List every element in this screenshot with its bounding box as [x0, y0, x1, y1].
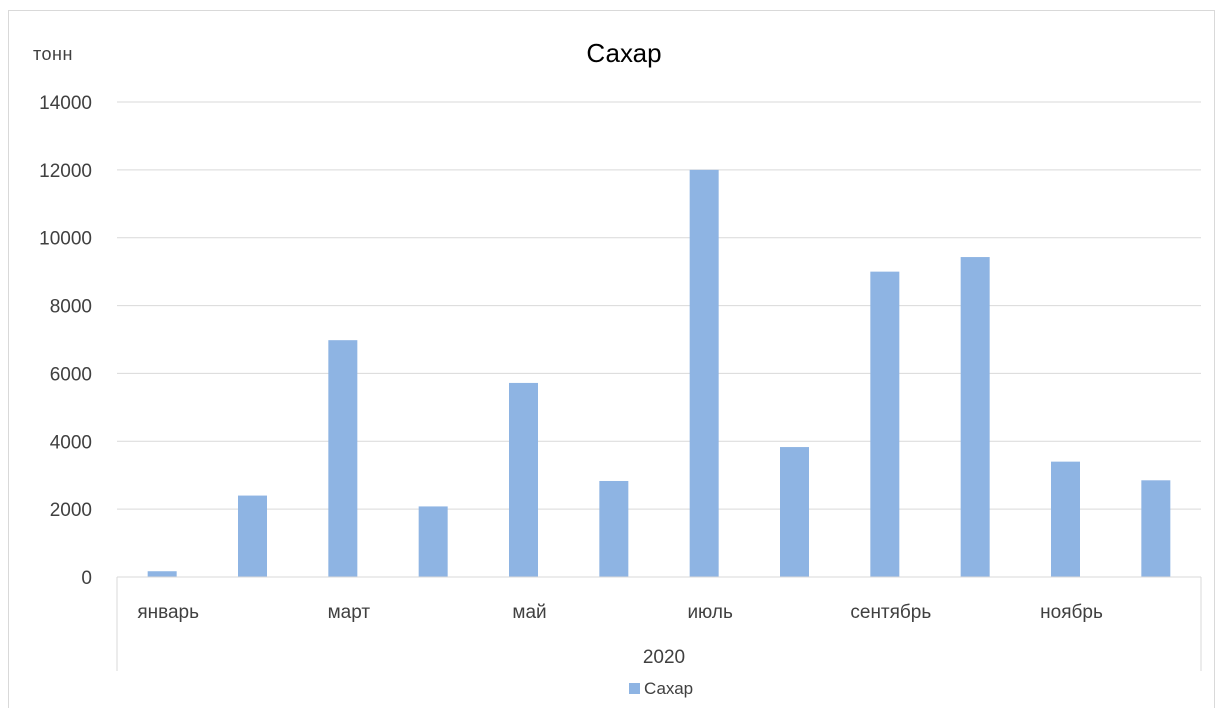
y-axis-unit-label: тонн: [33, 44, 73, 64]
bar-декабрь: [1141, 480, 1171, 577]
x-axis: [116, 576, 1202, 671]
y-tick-label: 6000: [50, 364, 92, 385]
chart-frame: [8, 10, 1215, 708]
y-tick-label: 12000: [39, 161, 92, 182]
y-tick-label: 14000: [39, 93, 92, 114]
bar-апрель: [418, 506, 448, 577]
x-category-label: март: [328, 602, 371, 623]
x-category-label: июль: [687, 602, 733, 623]
x-category-label: сентябрь: [850, 602, 931, 623]
x-category-labels: январь март май июль сентябрь ноябрь: [137, 602, 1103, 623]
y-tick-label: 2000: [50, 500, 92, 521]
gridlines: [117, 101, 1201, 510]
x-group-label: 2020: [643, 647, 685, 668]
legend-label: Сахар: [644, 679, 693, 698]
legend: Сахар: [629, 679, 693, 698]
x-category-label: май: [512, 602, 546, 623]
bar-май: [509, 382, 538, 577]
chart-title: Сахар: [586, 38, 661, 68]
bar-март: [328, 340, 358, 577]
y-tick-labels: 0 2000 4000 6000 8000 10000 12000 14000: [39, 93, 92, 589]
y-tick-label: 0: [81, 568, 92, 589]
bar-ноябрь: [1051, 461, 1080, 577]
bar-сентябрь: [870, 271, 900, 577]
y-tick-label: 10000: [39, 229, 92, 250]
y-tick-label: 4000: [50, 432, 92, 453]
bar-январь: [147, 571, 177, 577]
y-tick-label: 8000: [50, 297, 92, 318]
bar-февраль: [238, 495, 267, 577]
bar-июнь: [599, 480, 629, 577]
bar-октябрь: [960, 257, 990, 577]
bar-август: [780, 447, 809, 577]
legend-swatch: [629, 683, 640, 694]
x-category-label: январь: [137, 602, 199, 623]
bars: [147, 169, 1171, 577]
bar-июль: [689, 169, 719, 577]
x-category-label: ноябрь: [1040, 602, 1103, 623]
